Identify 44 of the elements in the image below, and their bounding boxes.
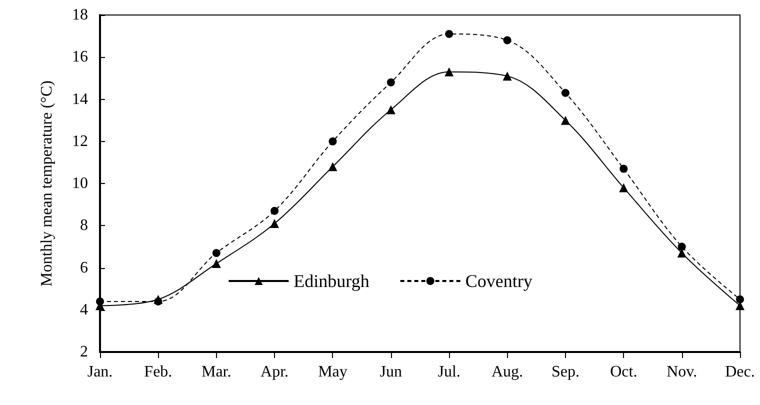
point: [736, 295, 744, 304]
x-tick-label: Oct.: [610, 364, 638, 380]
point: [619, 183, 628, 192]
y-tick-label: 2: [80, 344, 88, 360]
point: [328, 137, 337, 146]
y-tick-label: 16: [72, 48, 88, 66]
y-tick-label: 4: [80, 301, 88, 318]
x-tick-label: Aug.: [491, 364, 524, 380]
point: [502, 72, 512, 81]
x-tick-label: Jun: [380, 364, 402, 380]
y-tick-label: 18: [72, 6, 88, 24]
point: [503, 36, 512, 44]
point: [620, 164, 628, 173]
point: [270, 219, 280, 228]
point: [212, 249, 220, 258]
y-tick-label: 12: [72, 132, 88, 150]
legend-label: Coventry: [465, 271, 532, 291]
y-tick-label: 14: [72, 90, 88, 108]
x-tick-label: May: [318, 364, 348, 380]
x-tick-label: Jul.: [438, 364, 460, 380]
point: [386, 105, 396, 114]
point: [445, 30, 454, 38]
point: [270, 206, 279, 215]
point: [212, 259, 221, 268]
x-tick-label: Jan.: [87, 364, 113, 380]
x-tick-label: Feb.: [144, 364, 172, 380]
y-axis-title: Monthly mean temperature (°C): [38, 80, 56, 286]
x-tick-label: Dec.: [725, 364, 755, 380]
point: [561, 88, 570, 97]
x-tick-label: Sep.: [551, 364, 580, 380]
point: [444, 67, 454, 76]
point: [96, 297, 104, 306]
point: [678, 242, 686, 251]
point: [386, 78, 395, 86]
point: [328, 162, 338, 172]
y-tick-label: 10: [72, 175, 88, 192]
y-tick-label: 8: [80, 217, 88, 234]
point: [560, 116, 570, 125]
legend-label: Edinburgh: [294, 271, 370, 291]
point: [154, 297, 162, 306]
x-tick-label: Mar.: [201, 364, 232, 380]
x-tick-label: Nov.: [666, 364, 698, 380]
y-tick-label: 6: [80, 259, 88, 276]
x-tick-label: Apr.: [260, 364, 289, 380]
